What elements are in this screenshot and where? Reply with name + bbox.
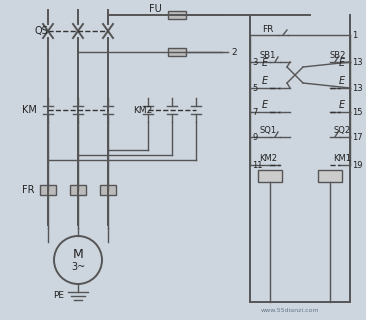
Text: E: E: [339, 76, 345, 86]
Text: 5: 5: [252, 84, 257, 92]
Text: 13: 13: [352, 58, 363, 67]
Text: 13: 13: [352, 84, 363, 92]
Bar: [70, 185, 86, 195]
Text: E: E: [339, 100, 345, 110]
Text: 19: 19: [352, 161, 362, 170]
Text: 1: 1: [352, 30, 357, 39]
Text: www.55dianzi.com: www.55dianzi.com: [261, 308, 319, 313]
Text: FU: FU: [149, 4, 161, 14]
Text: 3: 3: [252, 58, 257, 67]
Text: SB2: SB2: [330, 51, 346, 60]
Text: FR: FR: [22, 185, 34, 195]
Text: E: E: [262, 100, 268, 110]
Text: SQ2: SQ2: [333, 125, 351, 134]
Text: 2: 2: [231, 47, 237, 57]
Text: KM: KM: [22, 105, 37, 115]
Text: 11: 11: [252, 161, 262, 170]
Text: E: E: [262, 58, 268, 68]
Text: E: E: [262, 76, 268, 86]
Text: 3~: 3~: [71, 262, 85, 272]
Bar: [168, 11, 186, 19]
Text: PE: PE: [53, 292, 64, 300]
Bar: [40, 185, 56, 195]
Text: KM1: KM1: [333, 154, 351, 163]
Text: KM2: KM2: [259, 154, 277, 163]
Text: E: E: [339, 58, 345, 68]
Bar: [168, 48, 186, 56]
Text: 15: 15: [352, 108, 362, 116]
Bar: [258, 170, 282, 182]
Bar: [318, 170, 342, 182]
Text: QS: QS: [34, 26, 48, 36]
Text: 7: 7: [252, 108, 257, 116]
Text: KM2: KM2: [133, 106, 152, 115]
Text: FR: FR: [262, 25, 274, 34]
Text: SB1: SB1: [260, 51, 276, 60]
Text: SQ1: SQ1: [259, 125, 277, 134]
Bar: [100, 185, 116, 195]
Text: 17: 17: [352, 132, 363, 141]
Text: 9: 9: [252, 132, 257, 141]
Text: M: M: [72, 249, 83, 261]
